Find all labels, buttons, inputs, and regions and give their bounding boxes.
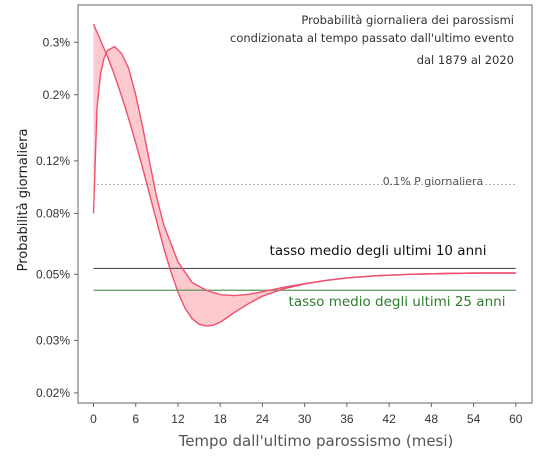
y-axis: 0.02% 0.03% 0.05% 0.08% 0.12% 0.2% 0.3% [36, 35, 78, 400]
x-tick-label: 30 [298, 412, 312, 426]
x-tick-label: 0 [90, 412, 97, 426]
x-tick-label: 6 [132, 412, 139, 426]
x-tick-label: 60 [509, 412, 523, 426]
chart-title-line-3: dal 1879 al 2020 [417, 53, 514, 67]
x-tick-label: 12 [171, 412, 185, 426]
y-axis-title: Probabilità giornaliera [16, 129, 31, 272]
series-line-2 [92, 23, 516, 327]
twentyfive-year-label: tasso medio degli ultimi 25 anni [289, 294, 506, 310]
x-tick-label: 36 [340, 412, 354, 426]
y-tick-label: 0.12% [36, 154, 70, 168]
y-tick-label: 0.02% [36, 386, 70, 400]
x-tick-label: 24 [256, 412, 270, 426]
y-tick-label: 0.2% [43, 88, 71, 102]
x-axis-title: Tempo dall'ultimo parossismo (mesi) [178, 432, 454, 450]
x-tick-label: 54 [467, 412, 481, 426]
y-tick-label: 0.3% [43, 35, 71, 49]
chart-title-line-2: condizionata al tempo passato dall'ultim… [230, 31, 514, 45]
ten-year-label: tasso medio degli ultimi 10 anni [270, 243, 487, 259]
x-tick-label: 18 [214, 412, 228, 426]
y-tick-label: 0.03% [36, 333, 70, 347]
x-tick-label: 48 [425, 412, 439, 426]
curves [92, 23, 516, 327]
chart-title-line-1: Probabilità giornaliera dei parossismi [301, 13, 514, 27]
x-axis: 0 6 12 18 24 30 36 42 48 54 60 [90, 403, 523, 426]
y-tick-label: 0.08% [36, 206, 70, 220]
x-tick-label: 42 [382, 412, 396, 426]
reference-label: 0.1% P giornaliera [383, 175, 484, 188]
reference-lines [93, 184, 516, 291]
y-tick-label: 0.05% [36, 267, 70, 281]
